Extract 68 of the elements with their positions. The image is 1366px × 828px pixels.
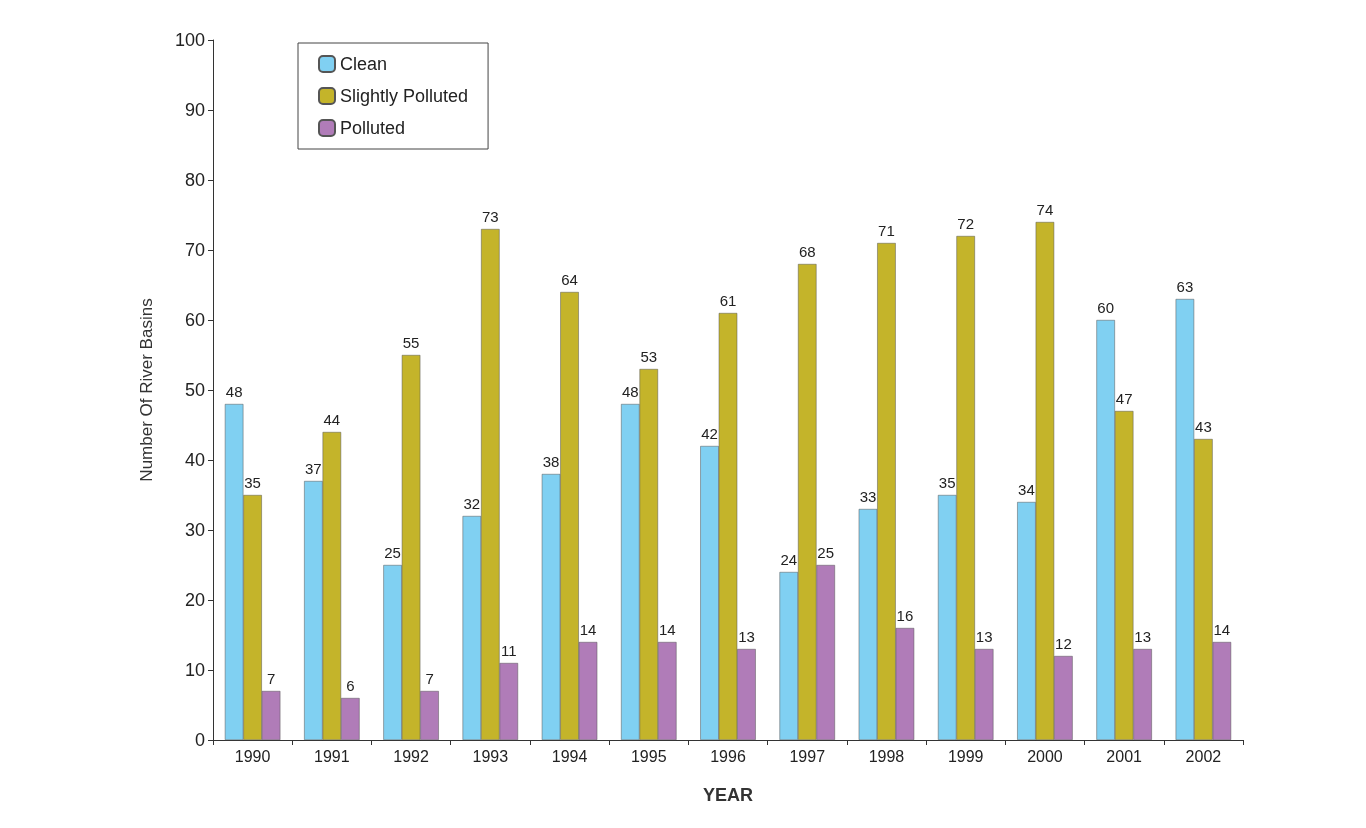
y-tick-label: 70 [184, 240, 205, 260]
y-tick-label: 30 [184, 520, 205, 540]
data-label: 13 [1134, 628, 1151, 645]
x-tick-label: 2000 [1027, 747, 1063, 765]
data-label: 53 [640, 348, 658, 365]
data-label: 72 [957, 215, 975, 232]
x-tick-label: 1996 [710, 747, 746, 765]
y-tick-label: 80 [184, 170, 205, 190]
data-label: 12 [1055, 635, 1072, 652]
x-tick-label: 1998 [868, 747, 905, 765]
y-tick-label: 40 [184, 450, 205, 470]
data-label: 7 [425, 670, 434, 687]
data-label: 7 [266, 670, 276, 687]
data-label: 35 [938, 474, 956, 491]
data-label: 44 [323, 411, 341, 428]
data-label: 24 [780, 551, 798, 568]
data-label: 14 [658, 621, 676, 638]
data-label: 16 [896, 607, 914, 624]
x-tick-label: 1991 [314, 747, 350, 765]
data-label: 34 [1018, 481, 1035, 498]
data-label: 48 [225, 383, 243, 400]
y-tick-label: 20 [184, 590, 205, 610]
data-label: 35 [244, 474, 261, 491]
data-label: 25 [384, 544, 401, 561]
x-tick-label: 1994 [551, 747, 588, 765]
x-tick-label: 2002 [1185, 747, 1222, 765]
y-tick-label: 90 [184, 100, 205, 120]
data-label: 73 [481, 208, 499, 225]
data-label: 32 [463, 495, 481, 512]
data-label: 68 [798, 243, 816, 260]
x-axis-title: YEAR [702, 785, 754, 805]
data-label: 47 [1115, 390, 1133, 407]
y-tick-label: 100 [174, 30, 205, 50]
data-label: 25 [817, 544, 835, 561]
data-label: 11 [501, 642, 517, 659]
data-label: 38 [542, 453, 560, 470]
x-tick-label: 2001 [1106, 747, 1143, 765]
x-tick-label: 1992 [393, 747, 429, 765]
data-label: 74 [1036, 201, 1054, 218]
data-label: 71 [878, 222, 895, 239]
data-label: 14 [1213, 621, 1231, 638]
y-axis-title: Number Of River Basins [137, 298, 156, 482]
y-tick-label: 60 [184, 310, 205, 330]
data-label: 60 [1097, 299, 1115, 316]
data-label: 61 [719, 292, 737, 309]
data-label: 6 [346, 677, 355, 694]
x-tick-label: 1993 [472, 747, 509, 765]
data-label: 37 [305, 460, 322, 477]
x-tick-label: 1999 [947, 747, 984, 765]
data-label: 64 [561, 271, 578, 288]
x-tick-label: 1997 [789, 747, 826, 765]
legend-label: Polluted [340, 118, 406, 138]
y-tick-label: 0 [194, 730, 205, 750]
data-label: 55 [402, 334, 420, 351]
data-label: 13 [975, 628, 993, 645]
data-label: 33 [859, 488, 877, 505]
data-label: 63 [1176, 278, 1194, 295]
data-label: 48 [621, 383, 639, 400]
data-label: 42 [701, 425, 718, 442]
x-tick-label: 1990 [234, 747, 271, 765]
data-label: 14 [579, 621, 597, 638]
y-tick-label: 50 [184, 380, 205, 400]
y-tick-label: 10 [184, 660, 205, 680]
legend-label: Clean [340, 54, 388, 74]
legend-label: Slightly Polluted [340, 86, 469, 106]
data-label: 43 [1195, 418, 1212, 435]
x-tick-label: 1995 [630, 747, 667, 765]
data-label: 13 [738, 628, 755, 645]
